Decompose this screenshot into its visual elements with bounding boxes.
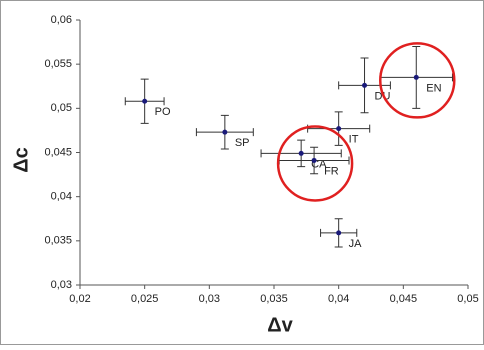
x-tick-label: 0,035 [260, 293, 288, 305]
highlight-circle [276, 125, 354, 202]
highlight-circle [379, 42, 456, 119]
point [413, 74, 419, 80]
x-tick-label: 0,03 [199, 293, 220, 305]
point [362, 82, 368, 88]
point-label: SP [235, 137, 250, 149]
x-tick-label: 0,025 [131, 293, 159, 305]
point-label: IT [349, 134, 359, 146]
y-tick-label: 0,03 [51, 279, 72, 291]
y-tick-label: 0,035 [44, 235, 72, 247]
x-tick-label: 0,045 [390, 293, 418, 305]
x-tick-label: 0,04 [328, 293, 349, 305]
point-label: FR [324, 165, 339, 177]
point-label: PO [155, 106, 171, 118]
point-label: JA [349, 238, 363, 250]
point [142, 98, 148, 104]
y-tick-label: 0,04 [51, 191, 72, 203]
y-axis-label: Δc [10, 147, 32, 173]
point [298, 150, 304, 156]
x-axis-label: Δv [267, 314, 293, 336]
y-tick-label: 0,05 [51, 102, 72, 114]
point-label: EN [426, 82, 441, 94]
point [311, 157, 317, 163]
x-tick-label: 0,02 [69, 293, 90, 305]
y-tick-label: 0,045 [44, 146, 72, 158]
point [336, 230, 342, 236]
y-tick-label: 0,06 [51, 14, 72, 26]
point [336, 126, 342, 132]
point [222, 129, 228, 135]
x-tick-label: 0,05 [457, 293, 478, 305]
y-tick-label: 0,055 [44, 58, 72, 70]
